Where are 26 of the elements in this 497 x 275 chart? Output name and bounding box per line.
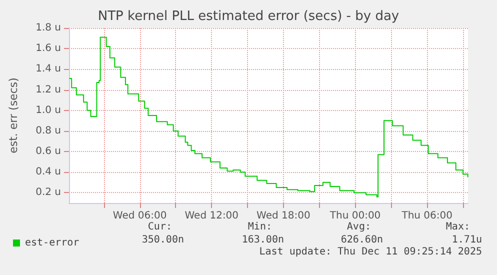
text: Max:: [446, 222, 470, 232]
x-tick-label: Wed 06:00: [112, 210, 167, 222]
y-tick-label: 1.4 u: [36, 64, 61, 75]
x-tick-label: Thu 00:00: [328, 210, 381, 222]
y-tick-label: 0.4 u: [36, 166, 61, 178]
y-tick-label: 1.2 u: [36, 84, 61, 96]
y-tick-label: 0.6 u: [36, 146, 61, 158]
y-axis-title: est. err (secs): [7, 78, 20, 154]
y-tick-label: 1.6 u: [36, 43, 61, 54]
text: Avg:: [346, 222, 371, 232]
legend-label: est-error: [25, 238, 80, 248]
text: 350.00n: [142, 234, 184, 246]
text: Last update: Thu Dec 11 09:25:14 2025: [259, 246, 482, 258]
chart-title: NTP kernel PLL estimated error (secs) - by day: [98, 9, 400, 24]
text: Cur:: [148, 222, 172, 232]
y-tick-label: 0.2 u: [36, 187, 61, 198]
text: Min:: [248, 222, 272, 232]
text: 626.60n: [340, 234, 383, 246]
y-tick-label: 1.0 u: [36, 104, 61, 116]
x-tick-label: Wed 18:00: [256, 210, 310, 222]
x-tick-label: Wed 12:00: [184, 210, 239, 222]
y-tick-label: 0.8 u: [36, 125, 61, 136]
x-tick-label: Thu 06:00: [400, 210, 452, 222]
text: 163.00n: [242, 234, 284, 246]
y-tick-label: 1.8 u: [36, 22, 61, 34]
text: 1.71u: [452, 234, 482, 246]
